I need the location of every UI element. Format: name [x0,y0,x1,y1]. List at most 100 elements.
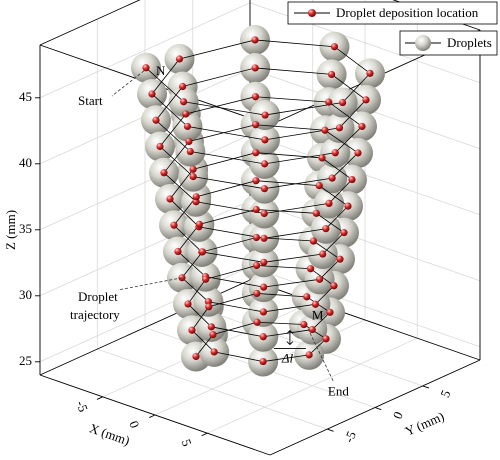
deposition-point [186,147,194,156]
deposition-point [142,64,150,72]
deposition-point [330,282,338,290]
y-tick-label: -5 [341,429,359,445]
deposition-point [305,351,313,359]
deposition-point [170,221,178,229]
deposition-point [192,352,200,361]
deposition-point [358,122,366,131]
deposition-point [260,185,269,193]
y-axis-title: Y (mm) [403,408,447,438]
deposition-point [326,308,334,316]
deposition-point [156,142,164,151]
y-tick-label: 0 [389,409,405,421]
box-edge [39,0,141,46]
annotation-dl: Δl [281,351,294,366]
y-tick-label: 5 [437,388,453,400]
deposition-point [259,357,267,366]
deposition-point [303,293,311,301]
deposition-point [195,220,203,228]
deposition-point [322,225,330,233]
deposition-point [309,237,318,245]
deposition-point [300,320,308,329]
dl-arrow [273,329,306,349]
deposition-point [354,149,362,157]
x-axis-title: X (mm) [88,420,132,448]
legend: Droplet deposition location Droplets [287,1,498,56]
deposition-point [252,205,260,214]
deposition-point [259,333,267,341]
deposition-point [251,36,259,44]
deposition-point [253,261,261,270]
x-tick [96,396,103,400]
deposition-point [251,64,259,72]
deposition-point [348,175,356,184]
deposition-point [315,182,323,190]
deposition-point [148,90,156,98]
deposition-point [325,98,333,106]
legend-label: Droplet deposition location [336,5,479,20]
deposition-point [192,193,200,201]
deposition-point [261,111,269,119]
deposition-point [344,202,352,210]
deposition-point [188,326,196,334]
deposition-point [253,318,261,326]
leader-line [117,277,183,291]
deposition-point [189,165,197,173]
annotation-start: Start [78,93,103,108]
deposition-point [251,93,260,101]
annotation-n: N [156,63,166,78]
deposition-point [308,325,316,334]
deposition-point [306,265,315,273]
z-tick-label: 45 [19,89,32,104]
z-tick-label: 30 [19,287,32,302]
z-axis-title: Z (mm) [3,210,18,250]
deposition-point [202,275,210,283]
x-tick-label: 5 [179,437,195,448]
deposition-point [261,160,269,168]
deposition-point [252,149,260,157]
deposition-point [252,177,260,185]
annotation-m: M [312,308,324,323]
deposition-point [252,121,260,129]
x-tick-label: -5 [73,399,91,414]
deposition-point [185,137,193,146]
deposition-point [325,199,333,207]
deposition-point [174,247,182,256]
deposition-point [198,248,207,256]
y-tick [327,428,334,432]
annotation-trajectory: Droplet [78,289,118,304]
leader-line [111,70,145,97]
deposition-point [207,323,215,331]
deposition-point [328,174,336,182]
deposition-point [327,70,336,79]
annotation-layer: N Start Droplet trajectory M Δl End [70,63,349,399]
x-tick-label: 0 [126,419,142,430]
deposition-point [179,82,187,91]
deposition-point [260,209,268,218]
deposition-point [319,250,327,258]
deposition-point [259,308,268,316]
deposition-point [330,43,339,51]
z-tick-label: 25 [19,353,32,368]
deposition-point [340,229,348,237]
deposition-point [338,98,347,107]
deposition-point [331,149,339,157]
deposition-point [175,55,184,63]
z-tick-label: 35 [19,221,32,236]
deposition-point [166,195,174,203]
legend-marker [415,35,431,51]
box-edge [249,279,481,361]
deposition-point [252,233,261,242]
deposition-point [160,169,168,177]
deposition-point [209,331,217,339]
deposition-point [261,136,269,144]
deposition-point [312,209,320,217]
x-tick [201,432,208,437]
deposition-point [210,348,218,356]
x-tick [149,414,156,419]
y-tick [422,385,430,389]
deposition-point [335,124,344,132]
annotation-trajectory: trajectory [70,307,120,322]
deposition-point [311,300,320,308]
deposition-point [260,258,268,266]
